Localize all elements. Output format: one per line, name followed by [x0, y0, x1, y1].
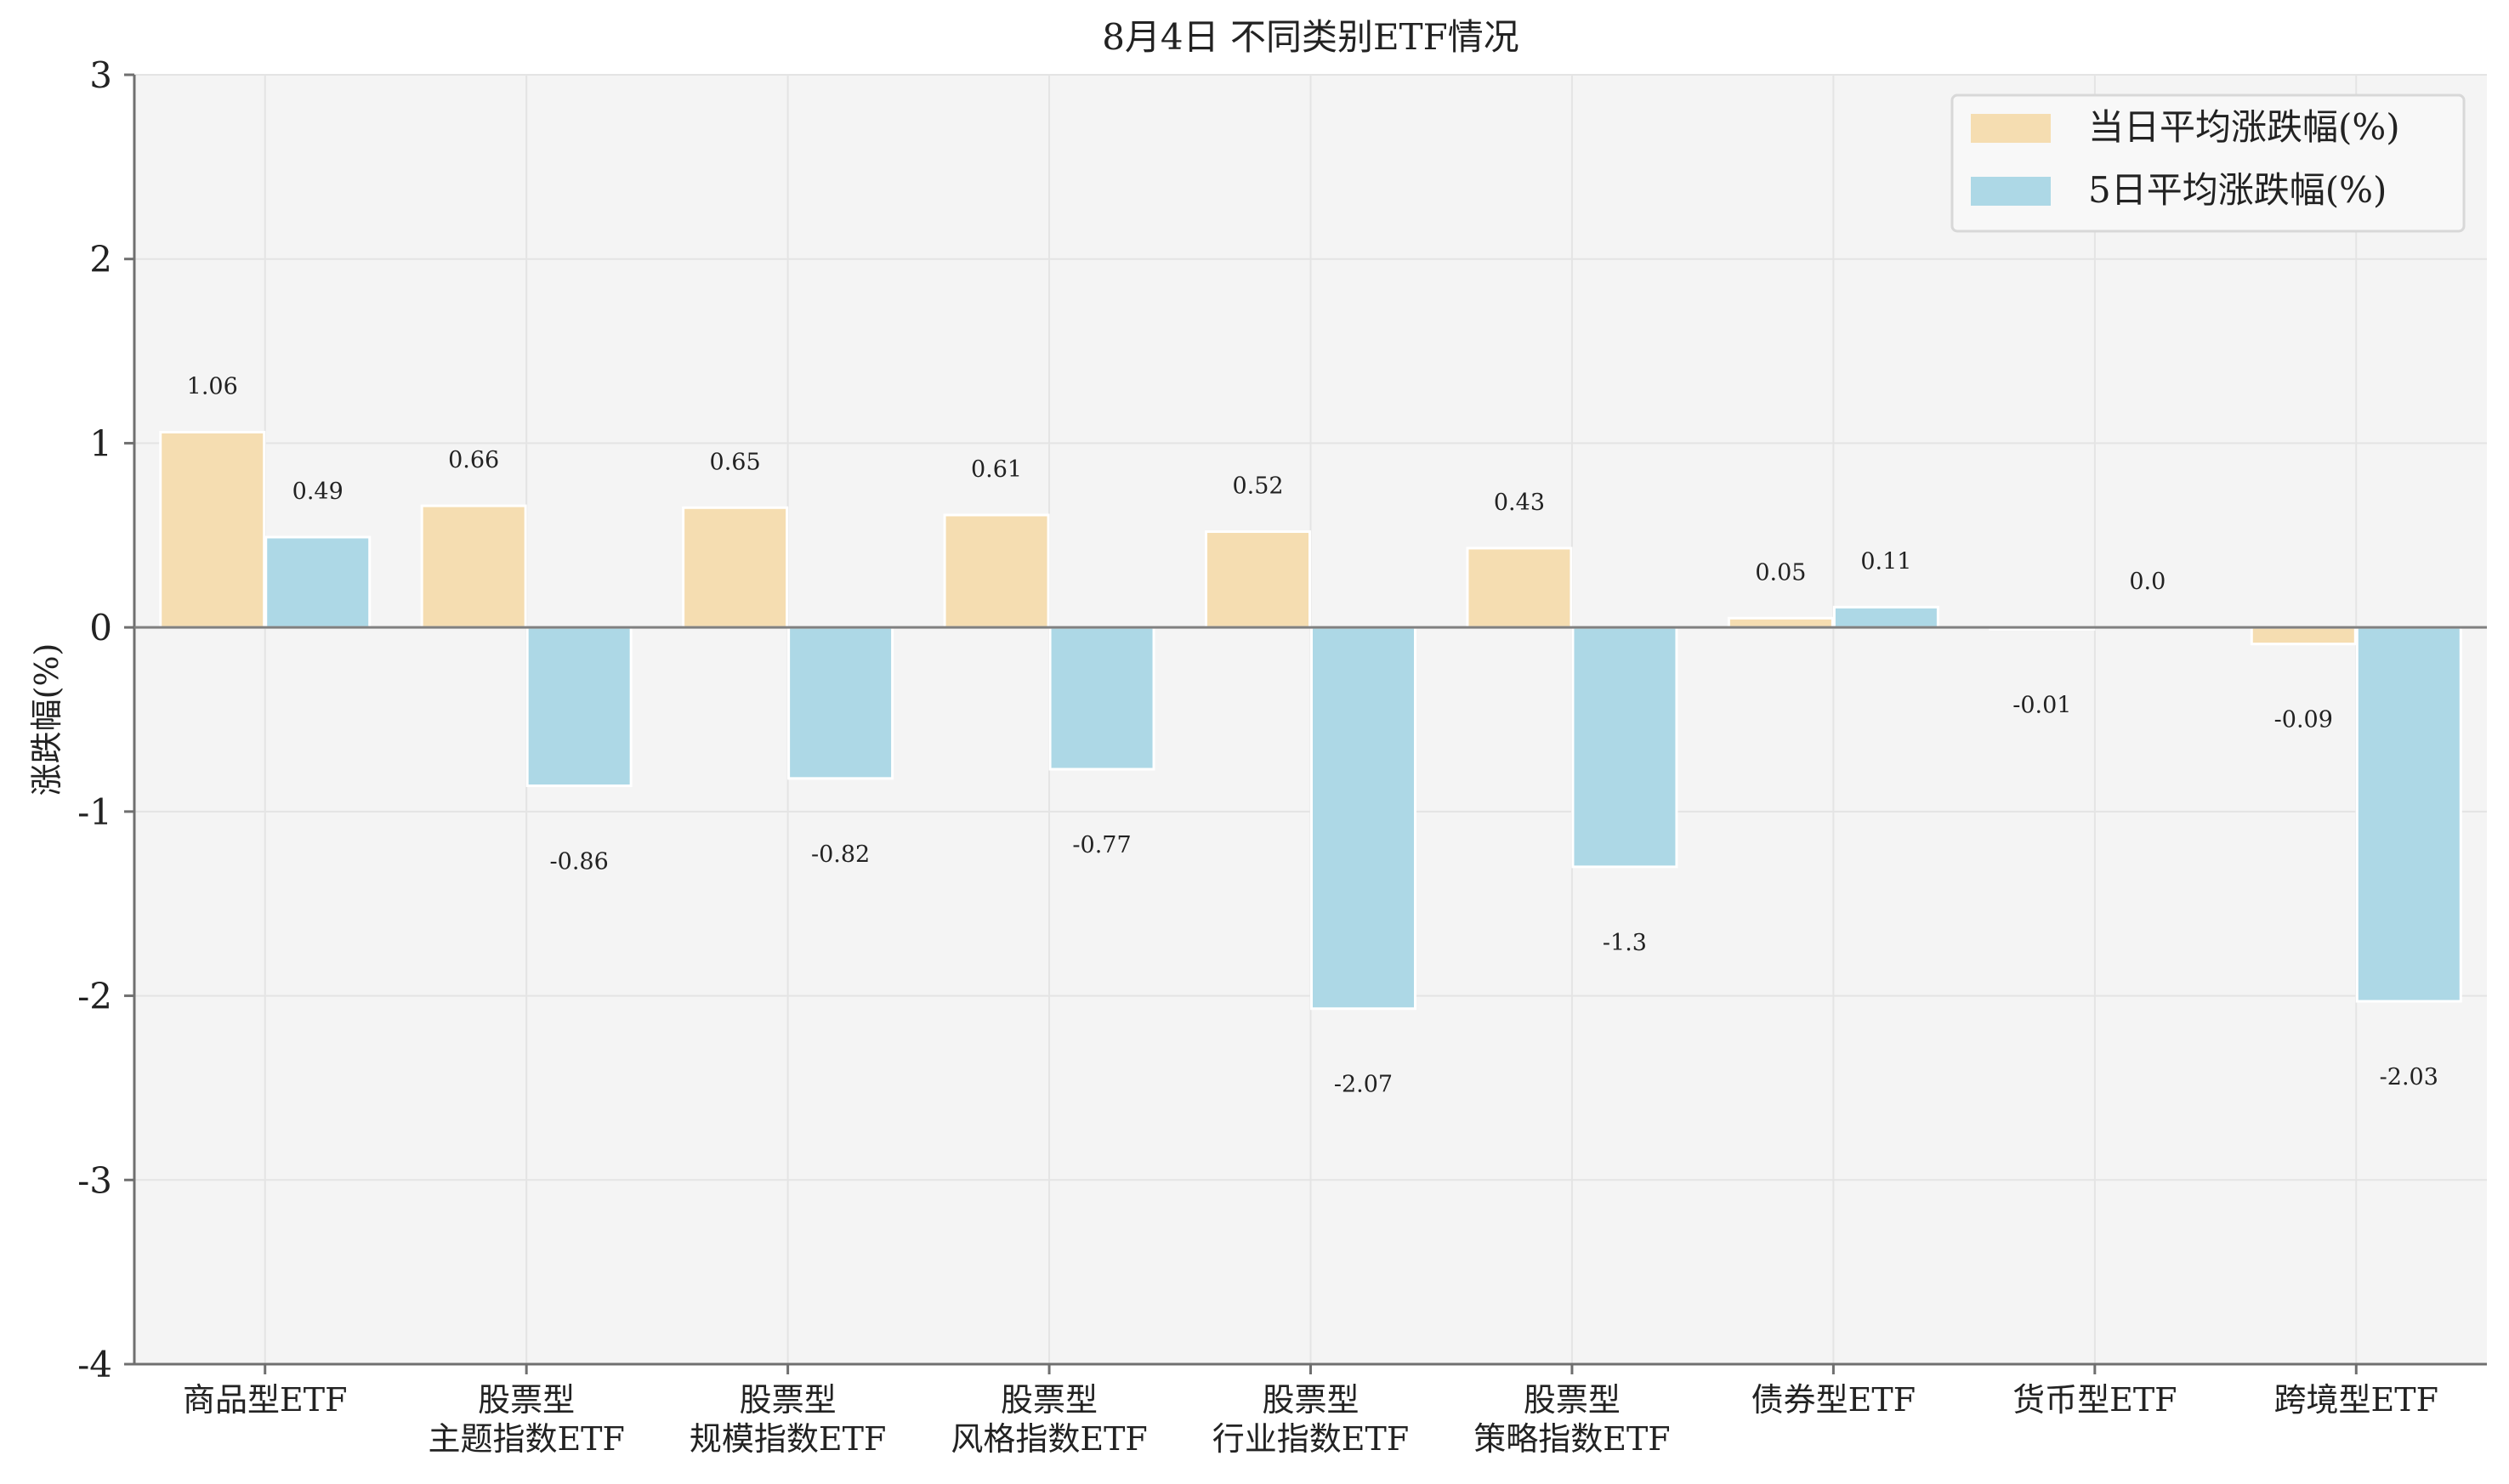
legend-swatch-1	[1971, 114, 2051, 143]
x-tick-label: 跨境型ETF	[2274, 1381, 2438, 1419]
bar-series-2	[264, 535, 372, 629]
data-label-series-2: 0.0	[2129, 569, 2166, 595]
data-label-series-1: 0.43	[1494, 490, 1545, 516]
data-label-series-1: 0.52	[1232, 473, 1283, 499]
bar-series-1	[682, 506, 789, 629]
data-labels: 1.06 0.66 0.65 0.61 0.52 0.43 0.05 -0.01 -0.09 0.…	[187, 373, 2438, 1097]
data-label-series-1: 0.61	[971, 456, 1022, 483]
data-label-series-1: 1.06	[187, 373, 238, 399]
y-tick-label: -2	[77, 976, 112, 1017]
bar-series-1	[2250, 626, 2357, 646]
x-tick-label: 股票型	[478, 1381, 575, 1419]
data-label-series-2: 0.49	[292, 479, 343, 505]
bar-series-1	[420, 504, 527, 629]
bar-series-2	[1571, 626, 1678, 869]
x-tick-label: 行业指数ETF	[1212, 1420, 1409, 1458]
bar-series-1	[1727, 616, 1834, 629]
data-label-series-1: 0.05	[1755, 559, 1806, 586]
bar-series-2	[2355, 626, 2462, 1003]
bar-series-2	[787, 626, 894, 780]
data-label-series-1: 0.65	[710, 449, 761, 475]
x-tick-label: 股票型	[1262, 1381, 1359, 1419]
y-axis-label: 涨跌幅(%)	[28, 643, 65, 796]
data-label-series-1: 0.66	[448, 447, 499, 473]
bar-series-2	[525, 626, 633, 788]
data-label-series-1: -0.01	[2012, 692, 2071, 718]
legend-label-2: 5日平均涨跌幅(%)	[2088, 169, 2387, 211]
chart-title: 8月4日 不同类别ETF情况	[1102, 16, 1519, 58]
data-label-series-2: -0.77	[1072, 832, 1131, 858]
legend-swatch-2	[1971, 177, 2051, 206]
bar-series-2	[1832, 605, 1939, 629]
data-label-series-2: -0.82	[811, 841, 870, 868]
legend-box	[1950, 93, 2466, 233]
x-tick-label: 股票型	[1001, 1381, 1098, 1419]
x-tick-label: 商品型ETF	[183, 1381, 347, 1419]
y-tick-label: 2	[89, 239, 112, 280]
x-tick-label: 风格指数ETF	[951, 1420, 1147, 1458]
y-tick-label: 1	[89, 422, 112, 464]
bars	[159, 430, 2462, 1011]
x-tick-label: 股票型	[740, 1381, 837, 1419]
x-tick-label: 债券型ETF	[1751, 1381, 1916, 1419]
y-tick-label: -1	[77, 791, 112, 833]
x-tick-label: 股票型	[1524, 1381, 1621, 1419]
bar-series-1	[159, 430, 266, 629]
x-tick-label: 规模指数ETF	[690, 1420, 886, 1458]
legend-label-1: 当日平均涨跌幅(%)	[2088, 106, 2400, 148]
bar-series-2	[1310, 626, 1416, 1011]
data-label-series-1: -0.09	[2274, 707, 2333, 734]
x-tick-label: 主题指数ETF	[428, 1420, 624, 1458]
legend: 当日平均涨跌幅(%) 5日平均涨跌幅(%)	[1950, 93, 2466, 233]
bar-series-1	[1205, 530, 1311, 629]
y-tick-label: -4	[77, 1344, 112, 1385]
bar-series-1	[943, 513, 1050, 629]
data-label-series-2: -2.03	[2380, 1064, 2438, 1090]
bar-series-2	[1048, 626, 1155, 771]
x-tick-label: 策略指数ETF	[1473, 1420, 1670, 1458]
y-tick-label: 0	[89, 607, 112, 649]
data-label-series-2: -2.07	[1334, 1072, 1393, 1098]
y-tick-label: -3	[77, 1159, 112, 1201]
data-label-series-2: -1.3	[1603, 930, 1647, 956]
y-tick-label: 3	[89, 54, 112, 96]
bar-series-1	[1466, 547, 1573, 629]
x-tick-label: 货币型ETF	[2012, 1381, 2177, 1419]
data-label-series-2: 0.11	[1860, 548, 1911, 575]
data-label-series-2: -0.86	[550, 849, 609, 875]
